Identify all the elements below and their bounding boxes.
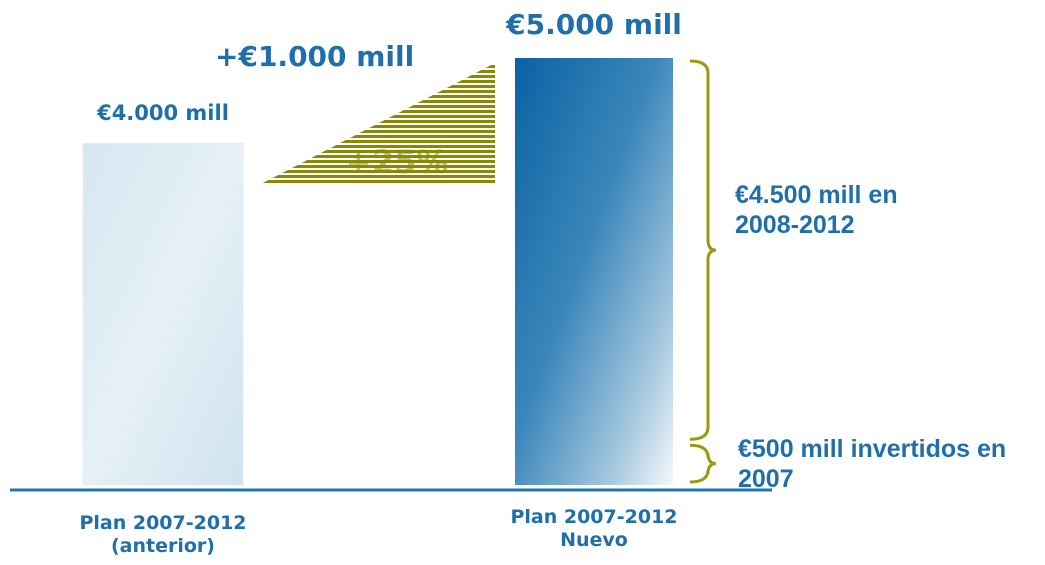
breakdown-label: €500 mill invertidos en 2007 [738,434,1007,493]
bar [515,58,673,485]
brace [689,59,717,441]
increase-label: +€1.000 mill [215,40,415,73]
breakdown-label: €4.500 mill en 2008-2012 [735,181,898,240]
value-label: €5.000 mill [506,8,682,41]
increase-wedge [262,63,495,184]
percent-label: +25% [345,143,449,182]
category-label: Plan 2007-2012 (anterior) [79,512,247,557]
bar [82,142,244,486]
value-label: €4.000 mill [97,101,229,126]
brace [689,443,717,484]
category-label: Plan 2007-2012 Nuevo [510,506,678,551]
